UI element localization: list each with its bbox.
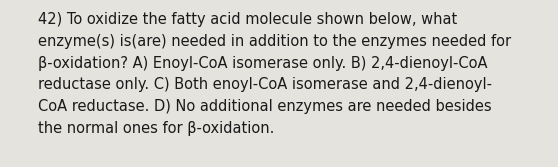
- Text: CoA reductase. D) No additional enzymes are needed besides: CoA reductase. D) No additional enzymes …: [38, 99, 492, 114]
- Text: 42) To oxidize the fatty acid molecule shown below, what: 42) To oxidize the fatty acid molecule s…: [38, 12, 457, 27]
- Text: the normal ones for β-oxidation.: the normal ones for β-oxidation.: [38, 121, 275, 136]
- Text: reductase only. C) Both enoyl-CoA isomerase and 2,4-dienoyl-: reductase only. C) Both enoyl-CoA isomer…: [38, 77, 492, 92]
- Text: β-oxidation? A) Enoyl-CoA isomerase only. B) 2,4-dienoyl-CoA: β-oxidation? A) Enoyl-CoA isomerase only…: [38, 56, 488, 71]
- Text: enzyme(s) is(are) needed in addition to the enzymes needed for: enzyme(s) is(are) needed in addition to …: [38, 34, 511, 49]
